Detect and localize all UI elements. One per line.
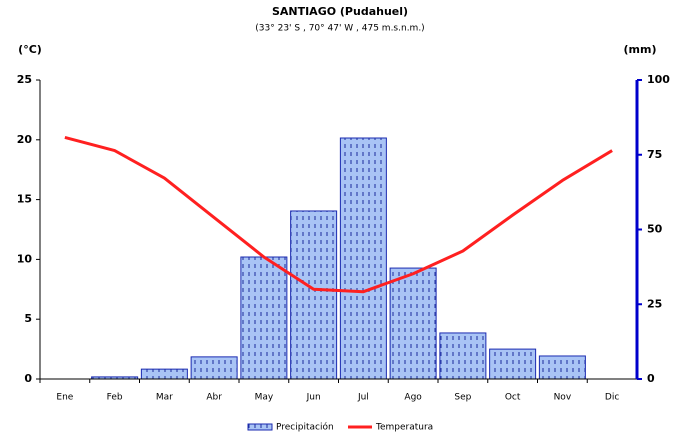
y2-axis-label: (mm) (624, 43, 657, 56)
x-tick-label: May (255, 393, 274, 403)
x-tick-label: Dic (605, 393, 619, 403)
x-tick-label: Abr (206, 393, 222, 403)
y2-tick-label: 100 (647, 73, 670, 86)
bar (538, 355, 586, 380)
bar (389, 267, 437, 380)
y-tick-label: 10 (17, 252, 33, 265)
x-tick-label: Jun (306, 393, 321, 403)
x-tick-label: Ago (404, 393, 422, 403)
bar (140, 368, 188, 380)
y-axis-label: (°C) (18, 43, 42, 56)
x-tick-label: Mar (156, 393, 173, 403)
y2-tick-label: 25 (647, 297, 662, 310)
chart-title: SANTIAGO (Pudahuel) (272, 5, 408, 18)
x-tick-label: Oct (505, 393, 521, 403)
y-tick-label: 15 (17, 193, 32, 206)
legend-swatch (247, 423, 273, 431)
bar (489, 348, 537, 380)
bar (190, 356, 238, 380)
x-tick-label: Sep (454, 393, 471, 403)
line (64, 135, 613, 294)
legend-label: Precipitación (276, 422, 334, 433)
bar (439, 332, 487, 380)
y-tick-label: 25 (17, 73, 32, 86)
x-tick-label: Feb (107, 393, 123, 403)
y2-tick-label: 50 (647, 223, 663, 236)
chart-subtitle: (33° 23' S , 70° 47' W , 475 m.s.n.m.) (255, 24, 424, 34)
x-tick-label: Jul (357, 393, 369, 403)
bar (240, 256, 288, 380)
x-tick-label: Ene (56, 393, 73, 403)
y-tick-label: 0 (24, 372, 32, 385)
bar (290, 210, 338, 380)
y2-tick-label: 75 (647, 148, 662, 161)
y-tick-label: 20 (17, 133, 33, 146)
x-tick-label: Nov (554, 393, 572, 403)
bar (339, 137, 387, 380)
y2-tick-label: 0 (647, 372, 655, 385)
legend-label: Temperatura (375, 423, 433, 433)
y-tick-label: 5 (24, 312, 32, 325)
